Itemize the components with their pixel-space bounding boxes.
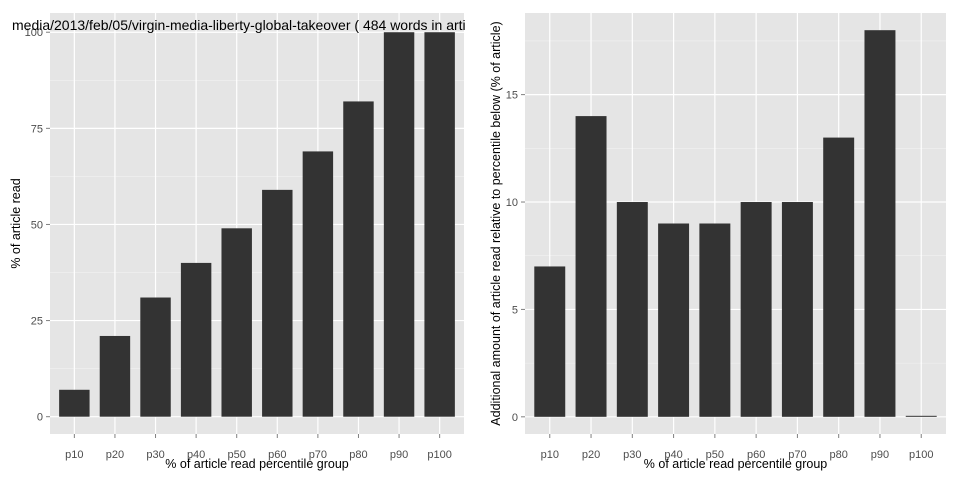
x-tick-label-p20: p20 (106, 449, 124, 461)
bar-p70 (781, 202, 813, 417)
bar-p10 (534, 266, 566, 417)
x-tick-label-p50: p50 (706, 449, 724, 461)
x-tick-label-p70: p70 (788, 449, 806, 461)
y-tick-label: 0 (37, 412, 43, 424)
x-tick-label-p40: p40 (664, 449, 682, 461)
y-tick-labels-right: 0 5 10 15 (506, 90, 525, 424)
y-tick-label: 15 (506, 90, 518, 102)
x-axis-title-left: % of article read percentile group (165, 457, 348, 471)
x-tick-label-p80: p80 (349, 449, 367, 461)
bar-p30 (140, 297, 171, 417)
bar-p80 (823, 137, 855, 417)
bar-p20 (99, 335, 131, 417)
x-tick-label-p60: p60 (747, 449, 765, 461)
x-tick-label-p80: p80 (830, 449, 848, 461)
y-tick-label: 10 (506, 197, 518, 209)
y-tick-label: 100 (25, 27, 43, 39)
x-tick-label-p100: p100 (427, 449, 451, 461)
bar-p50 (699, 223, 731, 417)
y-tick-labels-left: 0 25 50 75 100 (25, 27, 50, 424)
bar-p100 (424, 32, 455, 417)
x-tick-label-p90: p90 (871, 449, 889, 461)
x-tick-label-p30: p30 (146, 449, 164, 461)
x-tick-labels-left: p10 p20 p30 p40 p50 p60 p70 p80 p90 p100 (65, 434, 452, 461)
x-tick-label-p70: p70 (309, 449, 327, 461)
y-tick-label: 5 (512, 304, 518, 316)
bars-right (534, 30, 937, 417)
bar-p80 (343, 101, 374, 417)
bar-p50 (221, 228, 252, 417)
bar-p60 (740, 202, 772, 417)
bar-p20 (575, 116, 607, 417)
y-tick-label: 75 (31, 123, 43, 135)
bar-p10 (59, 389, 90, 417)
x-axis-title-right: % of article read percentile group (644, 457, 827, 471)
y-axis-title-left: % of article read (9, 178, 23, 268)
x-tick-label-p10: p10 (541, 449, 559, 461)
chart-title-left: media/2013/feb/05/virgin-media-liberty-g… (12, 17, 466, 33)
bar-p60 (262, 189, 293, 417)
x-tick-label-p10: p10 (65, 449, 83, 461)
y-tick-label: 25 (31, 316, 43, 328)
x-tick-label-p50: p50 (228, 449, 246, 461)
bar-p100 (905, 415, 937, 417)
x-tick-labels-right: p10 p20 p30 p40 p50 p60 p70 p80 p90 p100 (541, 434, 933, 461)
x-tick-label-p60: p60 (268, 449, 286, 461)
bar-p90 (864, 30, 896, 417)
bar-p70 (302, 151, 334, 417)
bar-p40 (658, 223, 690, 417)
bar-p40 (180, 262, 212, 417)
x-tick-label-p100: p100 (909, 449, 933, 461)
bars-left (59, 32, 455, 417)
bar-p30 (616, 202, 648, 417)
x-tick-label-p30: p30 (623, 449, 641, 461)
x-tick-label-p40: p40 (187, 449, 205, 461)
bar-p90 (383, 32, 415, 417)
chart-right: 0 5 10 15 p10 p20 p30 p40 p50 p60 p70 p80 p90 p100 %… (489, 13, 946, 471)
x-tick-label-p90: p90 (390, 449, 408, 461)
x-tick-label-p20: p20 (582, 449, 600, 461)
y-tick-label: 50 (31, 219, 43, 231)
y-axis-title-right: Additional amount of article read relati… (489, 21, 503, 425)
y-tick-label: 0 (512, 412, 518, 424)
